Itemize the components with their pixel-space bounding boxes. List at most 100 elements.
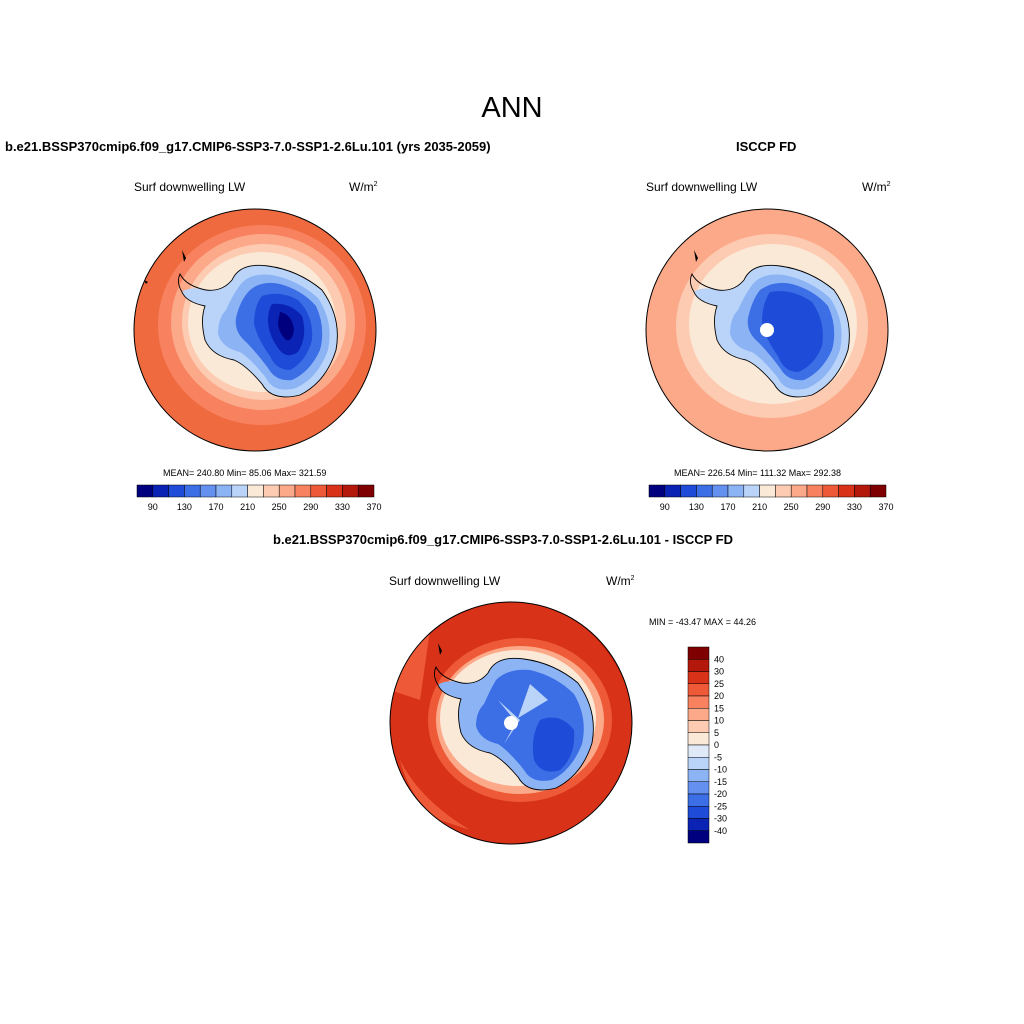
- colorbar-difference-swatch: [687, 793, 710, 807]
- colorbar-difference-swatch: [687, 671, 710, 684]
- colorbar-observations-swatch: [759, 484, 776, 498]
- colorbar-observations-swatch: [838, 484, 855, 498]
- panel-2-stats: MEAN= 226.54 Min= 111.32 Max= 292.38: [674, 468, 842, 478]
- colorbar-model-swatch: [357, 484, 375, 498]
- colorbar-difference-swatch: [687, 818, 710, 831]
- colorbar-difference-swatch: [687, 732, 710, 746]
- panel-3-variable: Surf downwelling LW: [389, 574, 501, 588]
- colorbar-difference-swatch: [687, 757, 710, 770]
- colorbar-observations-swatch: [696, 484, 713, 498]
- colorbar-difference-swatch: [687, 830, 710, 844]
- colorbar-difference: 40 30 25 20 15 10 5 0 -5 -10 -15 -20 -25 -30 -40: [687, 646, 727, 844]
- panel-3-heading: b.e21.BSSP370cmip6.f09_g17.CMIP6-SSP3-7.…: [273, 532, 734, 547]
- colorbar-model-tick-label: 170: [208, 502, 223, 512]
- panel-1-variable: Surf downwelling LW: [134, 180, 246, 194]
- colorbar-observations-swatch: [727, 484, 745, 498]
- colorbar-model-tick-label: 290: [303, 502, 318, 512]
- colorbar-difference-tick-label: 5: [714, 728, 719, 738]
- colorbar-observations-tick-label: 250: [784, 502, 799, 512]
- colorbar-difference-tick-label: -20: [714, 789, 727, 799]
- colorbar-difference-swatch: [687, 720, 710, 733]
- map2-coastline: [689, 264, 850, 398]
- colorbar-model-swatch: [231, 484, 248, 498]
- colorbar-difference-swatch: [687, 744, 710, 758]
- map3-land-3: [532, 717, 575, 772]
- panel-2-variable: Surf downwelling LW: [646, 180, 758, 194]
- colorbar-observations-tick-label: 210: [752, 502, 767, 512]
- colorbar-model-swatch: [342, 484, 359, 498]
- colorbar-difference-tick-label: -25: [714, 801, 727, 811]
- colorbar-model-swatch: [215, 484, 233, 498]
- colorbar-model-swatch: [294, 484, 312, 498]
- colorbar-difference-tick-label: -30: [714, 814, 727, 824]
- map3-islands: [438, 643, 442, 655]
- colorbar-difference-swatch: [687, 781, 710, 795]
- colorbar-model-tick-label: 370: [366, 502, 381, 512]
- colorbar-difference-tick-label: 20: [714, 691, 724, 701]
- colorbar-model-swatch: [136, 484, 154, 498]
- colorbar-observations-swatch: [775, 484, 792, 498]
- map1-coastline: [177, 264, 338, 398]
- colorbar-model-tick-label: 130: [177, 502, 192, 512]
- panel-3-stats: MIN = -43.47 MAX = 44.26: [649, 617, 757, 627]
- colorbar-difference-tick-label: 10: [714, 716, 724, 726]
- colorbar-difference-swatch: [687, 695, 710, 709]
- colorbar-model-tick-label: 210: [240, 502, 255, 512]
- map3-land-streaks: [498, 684, 548, 744]
- colorbar-observations-swatch: [869, 484, 887, 498]
- colorbar-observations-swatch: [664, 484, 681, 498]
- map2-pole-hole: [760, 323, 774, 337]
- colorbar-observations-tick-label: 330: [847, 502, 862, 512]
- colorbar-difference-tick-label: 15: [714, 703, 724, 713]
- colorbar-observations-tick-label: 170: [720, 502, 735, 512]
- colorbar-model-tick-label: 250: [272, 502, 287, 512]
- colorbar-model: 90 130 170 210 250 290 330 370: [136, 484, 382, 512]
- colorbar-observations-swatch: [680, 484, 697, 498]
- colorbar-difference-tick-label: -10: [714, 765, 727, 775]
- colorbar-difference-tick-label: -5: [714, 752, 722, 762]
- colorbar-difference-tick-label: -40: [714, 826, 727, 836]
- colorbar-observations-swatch: [854, 484, 871, 498]
- figure-title: ANN: [481, 92, 543, 124]
- colorbar-observations-tick-label: 130: [689, 502, 704, 512]
- colorbar-difference-swatch: [687, 646, 710, 660]
- colorbar-difference-swatch: [687, 806, 710, 819]
- colorbar-observations-swatch: [822, 484, 839, 498]
- colorbar-difference-swatch: [687, 659, 710, 672]
- colorbar-model-swatch: [152, 484, 169, 498]
- colorbar-model-swatch: [199, 484, 217, 498]
- colorbar-observations-swatch: [806, 484, 824, 498]
- map3-pole-hole: [504, 716, 518, 730]
- map2-land-4: [762, 291, 823, 372]
- colorbar-model-swatch: [278, 484, 296, 498]
- colorbar-difference-tick-label: -15: [714, 777, 727, 787]
- colorbar-observations-tick-label: 90: [660, 502, 670, 512]
- map2-border: [645, 208, 889, 452]
- colorbar-model-tick-label: 90: [148, 502, 158, 512]
- colorbar-model-swatch: [184, 484, 201, 498]
- colorbar-observations: 90 130 170 210 250 290 330 370: [648, 484, 894, 512]
- colorbar-difference-tick-label: 30: [714, 667, 724, 677]
- colorbar-model-swatch: [247, 484, 264, 498]
- map-model: [134, 209, 376, 451]
- panel-3-unit: W/m2: [606, 574, 635, 588]
- map1-land-6: [278, 312, 294, 341]
- colorbar-difference-tick-label: 0: [714, 740, 719, 750]
- panel-1-heading: b.e21.BSSP370cmip6.f09_g17.CMIP6-SSP3-7.…: [5, 139, 491, 154]
- colorbar-difference-swatch: [687, 708, 710, 721]
- colorbar-model-swatch: [310, 484, 327, 498]
- map3-coastline: [433, 657, 594, 791]
- colorbar-observations-swatch: [790, 484, 808, 498]
- colorbar-model-swatch: [168, 484, 185, 498]
- colorbar-difference-tick-label: 25: [714, 679, 724, 689]
- map1-border: [133, 208, 377, 452]
- colorbar-model-swatch: [326, 484, 343, 498]
- colorbar-observations-tick-label: 370: [878, 502, 893, 512]
- colorbar-observations-swatch: [743, 484, 760, 498]
- colorbar-model-tick-label: 330: [335, 502, 350, 512]
- panel-2-unit: W/m2: [862, 180, 891, 194]
- colorbar-difference-tick-label: 40: [714, 654, 724, 664]
- colorbar-model-swatch: [263, 484, 280, 498]
- colorbar-observations-tick-label: 290: [815, 502, 830, 512]
